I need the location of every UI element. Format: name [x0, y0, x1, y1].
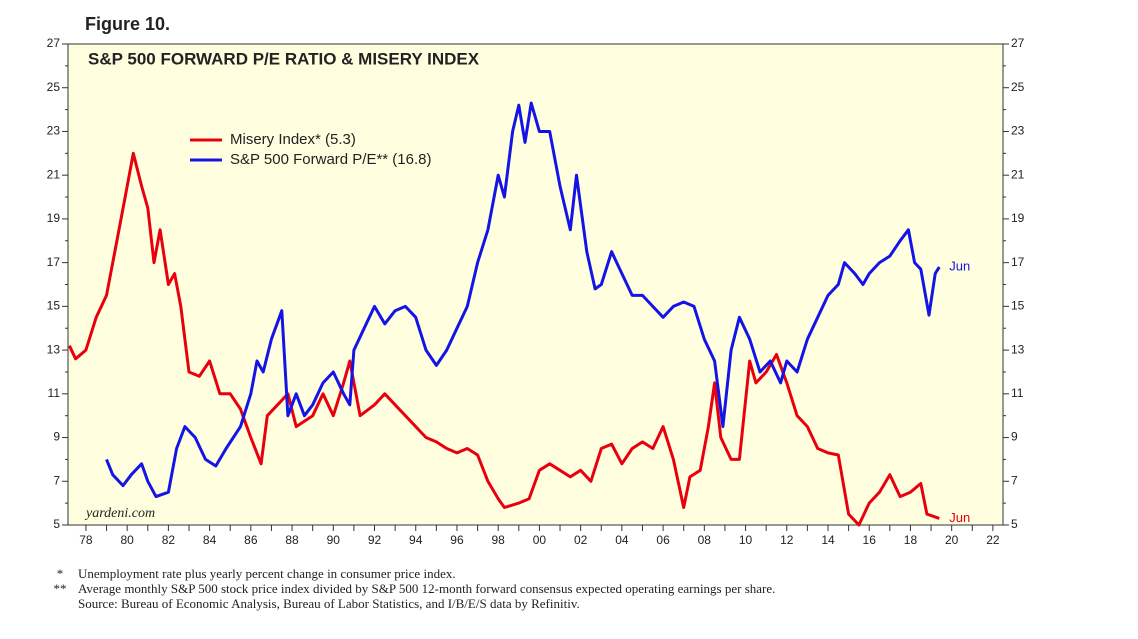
y-tick-label: 27	[1011, 36, 1025, 50]
y-tick-label: 19	[1011, 211, 1025, 225]
legend-label: S&P 500 Forward P/E** (16.8)	[230, 151, 432, 168]
logo: yardeni.com	[84, 506, 155, 521]
footnote: Average monthly S&P 500 stock price inde…	[78, 581, 775, 596]
annotation: Jun	[949, 510, 970, 525]
x-tick-label: 00	[533, 533, 547, 547]
x-tick-label: 94	[409, 533, 423, 547]
x-tick-label: 78	[79, 533, 93, 547]
y-tick-label: 25	[47, 80, 61, 94]
y-tick-label: 19	[47, 211, 61, 225]
x-tick-label: 14	[821, 533, 835, 547]
y-tick-label: 25	[1011, 80, 1025, 94]
x-tick-label: 92	[368, 533, 382, 547]
footnote-mark: **	[54, 581, 67, 596]
y-tick-label: 27	[47, 36, 61, 50]
x-tick-label: 88	[285, 533, 299, 547]
x-tick-label: 06	[656, 533, 670, 547]
y-tick-label: 15	[1011, 299, 1025, 313]
x-tick-label: 04	[615, 533, 629, 547]
x-tick-label: 02	[574, 533, 588, 547]
y-tick-label: 17	[47, 255, 61, 269]
y-tick-label: 13	[47, 342, 61, 356]
plot-area	[67, 43, 1004, 526]
y-tick-label: 15	[47, 299, 61, 313]
x-tick-label: 80	[120, 533, 134, 547]
x-tick-label: 98	[492, 533, 506, 547]
x-tick-label: 20	[945, 533, 959, 547]
x-tick-label: 16	[863, 533, 877, 547]
y-tick-label: 7	[53, 473, 60, 487]
x-tick-label: 84	[203, 533, 217, 547]
y-tick-label: 23	[47, 124, 61, 138]
x-tick-label: 86	[244, 533, 258, 547]
y-tick-label: 13	[1011, 342, 1025, 356]
footnote-mark: *	[57, 566, 64, 581]
figure-label: Figure 10.	[85, 14, 170, 34]
y-tick-label: 9	[53, 430, 60, 444]
series-line	[105, 101, 941, 499]
y-tick-label: 9	[1011, 430, 1018, 444]
footnote: Unemployment rate plus yearly percent ch…	[78, 566, 456, 581]
y-tick-label: 11	[48, 386, 61, 400]
y-tick-label: 7	[1011, 473, 1018, 487]
x-tick-label: 96	[450, 533, 464, 547]
y-tick-label: 5	[1011, 517, 1018, 531]
y-tick-label: 23	[1011, 124, 1025, 138]
y-tick-label: 11	[1011, 386, 1024, 400]
x-tick-label: 18	[904, 533, 918, 547]
x-tick-label: 90	[327, 533, 341, 547]
y-tick-label: 17	[1011, 255, 1025, 269]
x-tick-label: 82	[162, 533, 176, 547]
y-tick-label: 21	[1011, 167, 1025, 181]
legend-label: Misery Index* (5.3)	[230, 131, 356, 148]
y-tick-label: 21	[47, 167, 61, 181]
x-tick-label: 10	[739, 533, 753, 547]
x-tick-label: 22	[986, 533, 1000, 547]
source: Source: Bureau of Economic Analysis, Bur…	[78, 596, 580, 611]
chart-title: S&P 500 FORWARD P/E RATIO & MISERY INDEX	[88, 49, 480, 68]
x-tick-label: 12	[780, 533, 794, 547]
y-tick-label: 5	[53, 517, 60, 531]
series-line	[68, 151, 940, 527]
x-tick-label: 08	[698, 533, 712, 547]
annotation: Jun	[949, 258, 970, 273]
